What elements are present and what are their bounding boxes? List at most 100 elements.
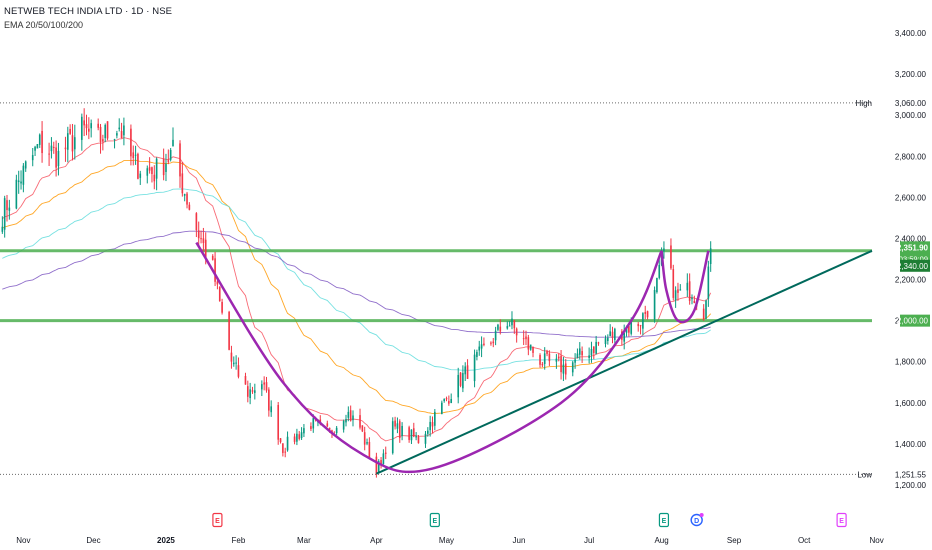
candle-body	[588, 355, 590, 359]
candle-body	[478, 346, 481, 351]
candle-body	[286, 436, 289, 451]
candle-body	[246, 386, 249, 397]
candle-body	[279, 438, 282, 443]
candle-body	[398, 421, 401, 439]
candle-body	[693, 300, 696, 304]
symbol-title[interactable]: NETWEB TECH INDIA LTD · 1D · NSE	[4, 6, 173, 17]
earnings-marker	[212, 512, 223, 528]
candle-body	[548, 353, 551, 362]
y-tick-label: 2,800.00	[895, 152, 927, 161]
indicator-legend[interactable]: EMA 20/50/100/200	[4, 20, 84, 30]
candle-body	[265, 382, 268, 391]
candle-body	[382, 453, 385, 465]
candle-body	[564, 363, 567, 375]
candle-body	[450, 399, 453, 404]
candle-body	[254, 390, 256, 393]
candle-body	[408, 427, 410, 440]
candle-body	[642, 313, 644, 329]
candle-body	[448, 400, 450, 404]
candle-body	[457, 374, 460, 398]
candle-body	[571, 362, 574, 373]
candle-body	[560, 355, 562, 373]
candle-body	[64, 147, 67, 150]
y-tick-label: 3,200.00	[895, 70, 927, 79]
candle-body	[702, 308, 705, 320]
candle-body	[188, 204, 191, 210]
candle-body	[204, 239, 207, 259]
candle-body	[244, 376, 247, 385]
x-tick-label: Jul	[584, 536, 594, 545]
candle-body	[375, 456, 378, 475]
candle-body	[476, 352, 478, 357]
candle-body	[412, 428, 415, 437]
candle-body	[377, 460, 380, 473]
x-tick-label: Nov	[870, 536, 884, 545]
x-tick-label: Sep	[727, 536, 742, 545]
level-price-box	[900, 314, 930, 327]
candle-body	[263, 382, 265, 385]
candle-body	[490, 342, 492, 344]
candle-body	[445, 398, 448, 400]
candle-body	[342, 420, 345, 430]
candle-body	[597, 342, 600, 344]
candle-body	[497, 324, 499, 330]
dividend-marker	[690, 513, 703, 527]
candle-body	[139, 173, 142, 178]
candle-body	[120, 131, 123, 139]
ema50-line	[2, 159, 712, 415]
candle-body	[557, 356, 560, 359]
candle-body	[424, 433, 427, 444]
candle-body	[417, 436, 420, 444]
candle-body	[543, 353, 546, 364]
prev-price-box	[900, 259, 930, 272]
candle-body	[71, 135, 74, 152]
candle-body	[36, 144, 39, 149]
candle-body	[541, 363, 544, 366]
candle-body	[391, 421, 394, 454]
candle-body	[165, 163, 167, 172]
candle-body	[235, 362, 237, 364]
candle-body	[415, 436, 417, 438]
candle-body	[644, 312, 647, 314]
x-tick-label: Nov	[16, 536, 30, 545]
candle-body	[578, 348, 581, 355]
candle-body	[604, 338, 607, 344]
candle-body	[146, 168, 149, 176]
candle-body	[480, 344, 483, 349]
candle-body	[506, 326, 509, 329]
candle-body	[546, 351, 548, 354]
candle-body	[228, 311, 230, 350]
candle-body	[123, 125, 125, 136]
candle-body	[623, 333, 626, 342]
y-tick-label: 1,600.00	[895, 399, 927, 408]
candle-body	[529, 344, 532, 350]
candle-body	[658, 264, 661, 278]
candle-body	[270, 406, 273, 413]
candle-body	[349, 410, 352, 421]
candle-body	[511, 318, 513, 326]
candle-body	[366, 442, 368, 444]
candle-body	[459, 372, 462, 386]
y-tick-label: 1,200.00	[895, 481, 927, 490]
candle-body	[429, 421, 431, 431]
candle-body	[298, 434, 301, 439]
candle-body	[97, 123, 100, 128]
candle-body	[104, 124, 107, 139]
candle-body	[69, 128, 71, 134]
candle-body	[515, 328, 518, 336]
candle-body	[686, 282, 689, 291]
candle-body	[137, 153, 139, 179]
candle-body	[162, 158, 165, 176]
candle-body	[705, 300, 707, 319]
candle-body	[312, 418, 315, 429]
candle-body	[181, 173, 184, 194]
candle-body	[709, 248, 712, 264]
candle-body	[113, 139, 116, 141]
candle-body	[656, 277, 658, 293]
candle-body	[494, 330, 497, 341]
candle-body	[172, 139, 174, 147]
candle-body	[614, 328, 616, 340]
candle-body	[132, 152, 135, 158]
x-tick-label: Mar	[297, 536, 311, 545]
